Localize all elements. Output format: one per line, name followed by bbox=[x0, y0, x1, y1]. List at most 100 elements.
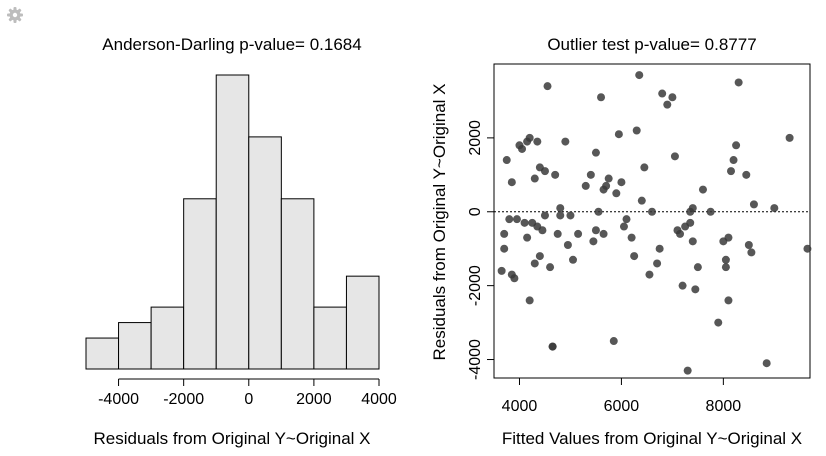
scatter-point bbox=[566, 211, 575, 220]
scatter-point bbox=[586, 170, 595, 179]
histogram-bar bbox=[280, 198, 315, 370]
scatter-x-tick-label: 8000 bbox=[706, 398, 742, 415]
scatter-point bbox=[734, 78, 743, 87]
scatter-point bbox=[721, 263, 730, 272]
scatter-point bbox=[622, 215, 631, 224]
scatter-point bbox=[645, 270, 654, 279]
scatter-point bbox=[563, 241, 572, 250]
scatter-point bbox=[676, 229, 685, 238]
scatter-y-tick-label: -2000 bbox=[467, 265, 484, 306]
histogram-bar bbox=[215, 74, 250, 370]
scatter-point bbox=[749, 200, 758, 209]
scatter-point bbox=[556, 204, 565, 213]
scatter-point bbox=[706, 207, 715, 216]
scatter-point bbox=[574, 229, 583, 238]
histogram-tick-label: 4000 bbox=[361, 391, 397, 408]
scatter-point bbox=[591, 148, 600, 157]
histogram-bar bbox=[183, 198, 217, 370]
scatter-y-axis: -4000 -2000 0 2000 bbox=[467, 120, 494, 380]
scatter-point bbox=[698, 185, 707, 194]
gear-icon[interactable] bbox=[6, 6, 24, 24]
histogram-bar bbox=[248, 136, 282, 370]
scatter-point bbox=[648, 207, 656, 216]
scatter-point bbox=[591, 226, 600, 235]
scatter-point bbox=[538, 226, 547, 235]
scatter-point bbox=[609, 337, 618, 346]
scatter-x-tick-label: 4000 bbox=[502, 398, 538, 415]
histogram-x-axis: -4000 -2000 0 2000 4000 bbox=[98, 378, 397, 408]
scatter-point bbox=[617, 178, 626, 187]
scatter-x-label: Fitted Values from Original Y~Original X bbox=[502, 429, 802, 448]
scatter-y-tick-label: 2000 bbox=[467, 120, 484, 156]
scatter-point bbox=[581, 181, 590, 190]
scatter-point bbox=[742, 170, 751, 179]
scatter-point bbox=[640, 163, 649, 172]
scatter-point bbox=[556, 211, 565, 220]
scatter-point bbox=[686, 218, 695, 227]
scatter-point bbox=[507, 178, 516, 187]
scatter-point bbox=[594, 207, 603, 216]
scatter-x-axis: 4000 6000 8000 bbox=[502, 378, 742, 415]
scatter-point bbox=[653, 259, 662, 268]
histogram-tick-label: -2000 bbox=[163, 391, 204, 408]
scatter-point bbox=[612, 189, 621, 198]
scatter-point bbox=[744, 241, 753, 250]
scatter-point bbox=[551, 170, 560, 179]
scatter-point bbox=[714, 318, 723, 327]
scatter-point bbox=[530, 259, 539, 268]
scatter-y-tick-label: -4000 bbox=[467, 339, 484, 380]
scatter-point bbox=[604, 174, 613, 183]
scatter-point bbox=[569, 255, 577, 264]
scatter-panel: Outlier test p-value= 0.8777 4000 6000 800… bbox=[430, 35, 812, 448]
histogram-bar bbox=[118, 322, 152, 370]
scatter-point bbox=[693, 263, 702, 272]
scatter-point bbox=[500, 244, 509, 253]
scatter-point bbox=[546, 263, 555, 272]
scatter-point bbox=[663, 100, 672, 109]
scatter-point bbox=[688, 237, 697, 246]
scatter-point bbox=[523, 233, 532, 242]
scatter-point bbox=[589, 237, 598, 246]
histogram-bar bbox=[85, 337, 120, 370]
scatter-y-tick-label: 0 bbox=[467, 207, 484, 216]
scatter-point bbox=[597, 93, 606, 102]
histogram-tick-label: 0 bbox=[244, 391, 253, 408]
scatter-point bbox=[785, 133, 794, 142]
scatter-point bbox=[602, 181, 611, 190]
scatter-point bbox=[637, 196, 646, 205]
histogram-bar bbox=[345, 275, 380, 370]
scatter-point bbox=[505, 215, 514, 224]
scatter-plot-frame bbox=[493, 63, 811, 379]
scatter-point bbox=[512, 215, 521, 224]
scatter-point bbox=[724, 233, 733, 242]
scatter-point bbox=[691, 285, 700, 294]
scatter-y-label: Residuals from Original Y~Original X bbox=[430, 84, 449, 361]
scatter-point bbox=[502, 156, 511, 165]
histogram-bar bbox=[313, 306, 347, 370]
scatter-point bbox=[627, 233, 636, 242]
scatter-point bbox=[561, 137, 570, 146]
scatter-point bbox=[727, 167, 735, 176]
scatter-point bbox=[510, 274, 519, 283]
scatter-point bbox=[540, 167, 549, 176]
scatter-point bbox=[599, 229, 608, 238]
scatter-point bbox=[540, 211, 549, 220]
scatter-point bbox=[678, 281, 687, 290]
scatter-point bbox=[688, 204, 697, 213]
scatter-point bbox=[500, 229, 509, 238]
scatter-point bbox=[668, 93, 677, 102]
scatter-point bbox=[543, 82, 552, 91]
scatter-x-tick-label: 6000 bbox=[604, 398, 640, 415]
scatter-point bbox=[619, 222, 628, 231]
scatter-point bbox=[533, 137, 542, 146]
scatter-point bbox=[518, 144, 527, 153]
scatter-point bbox=[803, 244, 812, 253]
scatter-point bbox=[762, 359, 771, 368]
scatter-point bbox=[732, 141, 741, 150]
histogram-panel: Anderson-Darling p-value= 0.1684 -4000 -2… bbox=[85, 35, 397, 448]
scatter-point bbox=[525, 133, 534, 142]
scatter-point bbox=[553, 229, 562, 238]
scatter-point bbox=[729, 156, 738, 165]
scatter-point bbox=[635, 71, 644, 80]
histogram-x-label: Residuals from Original Y~Original X bbox=[94, 429, 371, 448]
